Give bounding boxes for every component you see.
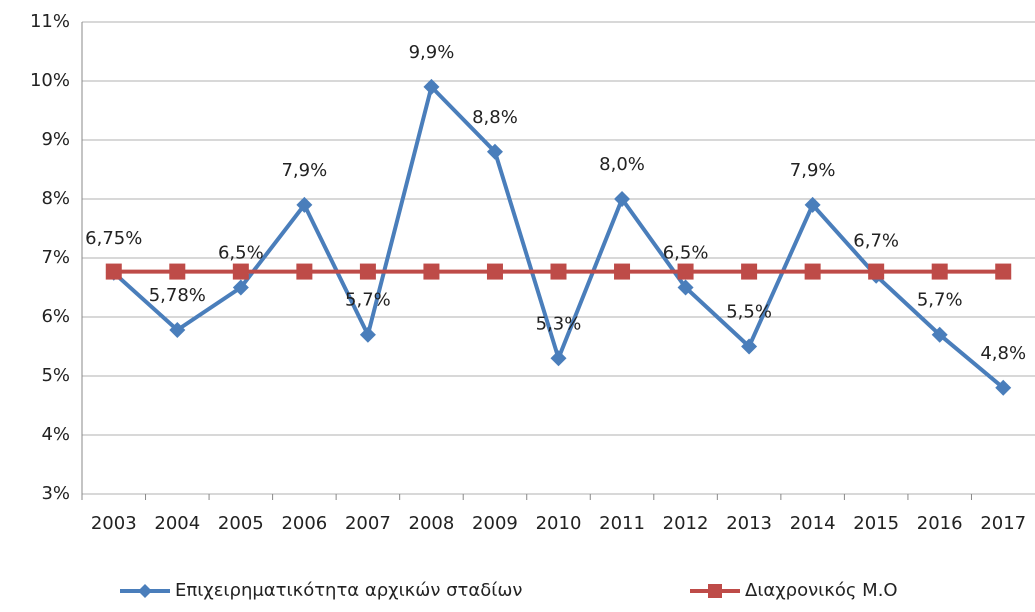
marker [423,263,440,280]
data-label: 4,8% [980,343,1026,364]
legend-label: Επιχειρηματικότητα αρχικών σταδίων [175,580,522,601]
x-tick-label: 2014 [790,513,836,534]
marker [486,143,503,160]
marker [486,263,503,280]
y-tick-label: 11% [30,11,70,32]
data-label: 8,8% [472,107,518,128]
x-tick-label: 2016 [917,513,963,534]
x-tick-label: 2013 [726,513,772,534]
marker [931,326,948,343]
marker [804,196,821,213]
marker [614,263,631,280]
marker [677,279,694,296]
data-label: 9,9% [409,42,455,63]
x-tick-label: 2017 [980,513,1026,534]
x-tick-label: 2012 [663,513,709,534]
data-label: 5,7% [917,290,963,311]
data-label: 5,5% [726,302,772,323]
marker [550,263,567,280]
marker [296,263,313,280]
marker [169,321,186,338]
data-label: 5,3% [536,313,582,334]
y-tick-label: 10% [30,70,70,91]
x-tick-label: 2009 [472,513,518,534]
marker [359,263,376,280]
x-tick-label: 2011 [599,513,645,534]
data-label: 6,5% [663,243,709,264]
y-tick-label: 7% [41,247,70,268]
marker [741,263,758,280]
y-tick-label: 5% [41,365,70,386]
x-tick-label: 2007 [345,513,391,534]
marker [550,350,567,367]
data-label: 5,78% [149,285,206,306]
data-label: 6,75% [85,228,142,249]
legend-label: Διαχρονικός Μ.Ο [745,580,898,601]
marker [232,263,249,280]
y-tick-label: 9% [41,129,70,150]
y-tick-label: 4% [41,424,70,445]
marker [614,191,631,207]
x-tick-label: 2004 [154,513,200,534]
marker [677,263,694,280]
marker [359,326,376,343]
x-tick-label: 2005 [218,513,264,534]
marker [105,263,122,280]
data-label: 6,5% [218,243,264,264]
marker [296,196,313,213]
y-tick-label: 6% [41,306,70,327]
data-label: 7,9% [790,160,836,181]
data-label: 6,7% [853,231,899,252]
x-tick-label: 2008 [409,513,455,534]
marker [423,78,440,95]
legend-marker [138,584,152,598]
marker [931,263,948,280]
legend-marker [708,584,722,598]
marker [868,263,885,280]
marker [995,263,1012,280]
marker [232,279,249,296]
data-label: 8,0% [599,154,645,175]
y-tick-label: 3% [41,483,70,504]
data-label: 5,7% [345,290,391,311]
data-label: 7,9% [281,160,327,181]
marker [169,263,186,280]
marker [804,263,821,280]
marker [995,379,1012,396]
y-tick-label: 8% [41,188,70,209]
x-tick-label: 2003 [91,513,137,534]
x-tick-label: 2006 [281,513,327,534]
marker [741,338,758,355]
x-tick-label: 2015 [853,513,899,534]
x-tick-label: 2010 [536,513,582,534]
